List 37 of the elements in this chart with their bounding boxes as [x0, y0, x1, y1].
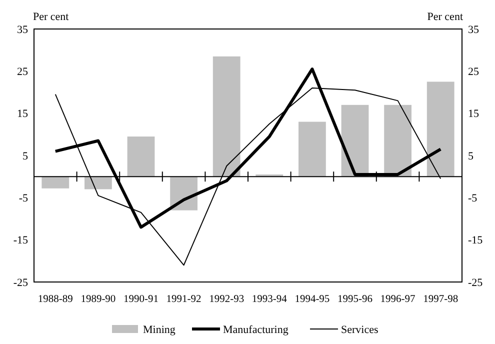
bar: [426, 82, 454, 177]
bar: [384, 104, 412, 177]
y-tick-label: -15: [13, 234, 28, 247]
y2-tick-label: 25: [468, 66, 480, 78]
x-tick-label: 1992-93: [209, 294, 244, 305]
legend-label: Mining: [143, 324, 176, 336]
x-tick-label: 1995-96: [338, 294, 372, 305]
y-tick-label: 25: [17, 66, 28, 78]
bar: [298, 122, 326, 177]
y2-tick-label: -5: [468, 192, 478, 205]
x-tick-label: 1990-91: [124, 294, 158, 305]
y-tick-label: 15: [17, 108, 28, 120]
bar: [84, 176, 112, 190]
bar: [42, 176, 70, 188]
x-tick-label: 1996-97: [380, 294, 416, 305]
y2-tick-label: -25: [468, 276, 484, 289]
y2-tick-label: 35: [468, 24, 480, 36]
x-tick-label: 1991-92: [166, 294, 202, 305]
legend-label: Manufacturing: [223, 324, 289, 336]
y-axis-title: Per cent: [33, 11, 69, 23]
y2-axis-title: Per cent: [427, 11, 463, 23]
y2-tick-label: 15: [468, 108, 480, 120]
bar: [212, 56, 240, 177]
y2-tick-label: -15: [468, 234, 484, 247]
y-tick-label: -5: [18, 192, 28, 205]
x-tick-label: 1997-98: [423, 294, 458, 305]
x-tick-label: 1988-89: [38, 294, 73, 305]
x-tick-label: 1994-95: [294, 294, 330, 305]
bar: [341, 104, 369, 177]
y2-tick-label: 5: [468, 150, 474, 162]
bar: [127, 136, 155, 177]
y-tick-label: -25: [13, 276, 28, 289]
x-tick-label: 1989-90: [80, 294, 116, 305]
y-tick-label: 35: [17, 24, 28, 36]
y-tick-label: 5: [22, 150, 28, 162]
legend-label: Services: [341, 324, 378, 336]
x-tick-label: 1993-94: [252, 294, 288, 305]
